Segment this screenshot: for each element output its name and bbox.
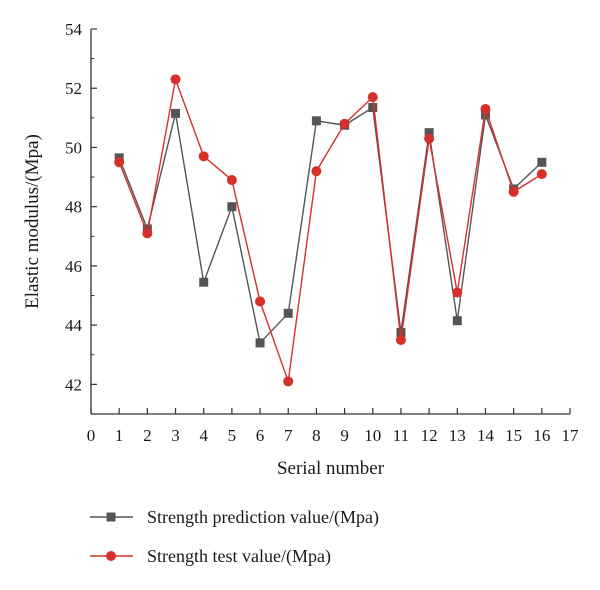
- data-point: [311, 166, 322, 177]
- data-point: [480, 103, 491, 114]
- x-tick-label: 3: [171, 426, 180, 445]
- y-axis-ticks: 42 44 46 48 50 52 54: [65, 20, 97, 415]
- x-tick-label: 6: [256, 426, 265, 445]
- x-axis-ticks: 0 1 2 3 4 5 6 7 8 9 10 11 12 13 14 15 16 17: [87, 408, 579, 445]
- data-point: [452, 316, 462, 326]
- x-tick-label: 7: [284, 426, 293, 445]
- data-point: [508, 186, 519, 197]
- x-tick-label: 1: [115, 426, 124, 445]
- data-point: [452, 287, 463, 298]
- data-point: [339, 118, 350, 129]
- data-point: [367, 92, 378, 103]
- data-point: [255, 338, 265, 348]
- data-point: [170, 74, 181, 85]
- series-line: [118, 78, 543, 383]
- legend-label-test: Strength test value/(Mpa): [147, 546, 331, 567]
- data-point: [424, 128, 434, 138]
- data-point: [537, 157, 547, 167]
- data-point: [198, 151, 209, 162]
- x-tick-label: 14: [477, 426, 495, 445]
- legend: Strength prediction value/(Mpa) Strength…: [90, 507, 379, 567]
- x-tick-label: 8: [312, 426, 321, 445]
- y-tick-label: 48: [65, 198, 82, 217]
- data-point: [142, 228, 153, 239]
- x-tick-label: 2: [143, 426, 152, 445]
- x-tick-label: 9: [340, 426, 349, 445]
- x-tick-label: 12: [421, 426, 438, 445]
- x-tick-label: 17: [562, 426, 580, 445]
- data-point: [395, 334, 406, 345]
- y-tick-label: 46: [65, 257, 82, 276]
- legend-symbol: [106, 551, 116, 561]
- data-point: [396, 328, 406, 338]
- legend-marker-test: [90, 551, 133, 561]
- y-tick-label: 50: [65, 138, 82, 157]
- x-tick-label: 5: [228, 426, 237, 445]
- series-prediction: [114, 102, 547, 348]
- x-tick-label: 4: [199, 426, 208, 445]
- y-tick-label: 54: [65, 20, 83, 39]
- legend-item-test: Strength test value/(Mpa): [90, 546, 331, 567]
- y-tick-label: 42: [65, 375, 82, 394]
- y-tick-label: 44: [65, 316, 83, 335]
- data-point: [114, 157, 125, 168]
- data-point: [227, 202, 237, 212]
- data-point: [283, 308, 293, 318]
- axes: [90, 29, 570, 415]
- data-point: [283, 376, 294, 387]
- x-tick-label: 16: [533, 426, 550, 445]
- data-point: [171, 108, 181, 118]
- data-point: [255, 296, 266, 307]
- data-point: [536, 169, 547, 180]
- x-tick-label: 15: [505, 426, 522, 445]
- data-point: [226, 175, 237, 186]
- legend-label-prediction: Strength prediction value/(Mpa): [147, 507, 379, 528]
- legend-marker-prediction: [90, 512, 133, 522]
- x-axis-title: Serial number: [277, 458, 385, 479]
- data-point: [199, 277, 209, 287]
- series-test: [114, 74, 547, 387]
- x-tick-label: 10: [364, 426, 381, 445]
- y-axis-title: Elastic modulus/(Mpa): [22, 134, 43, 309]
- data-point: [368, 102, 378, 112]
- legend-symbol: [106, 512, 116, 522]
- data-point: [480, 110, 490, 120]
- series-layer: [114, 74, 547, 387]
- legend-item-prediction: Strength prediction value/(Mpa): [90, 507, 379, 528]
- x-tick-label: 13: [449, 426, 466, 445]
- data-point: [424, 133, 435, 144]
- data-point: [311, 116, 321, 126]
- x-tick-label: 11: [393, 426, 409, 445]
- x-tick-label: 0: [87, 426, 96, 445]
- series-line: [118, 106, 543, 344]
- y-tick-label: 52: [65, 79, 82, 98]
